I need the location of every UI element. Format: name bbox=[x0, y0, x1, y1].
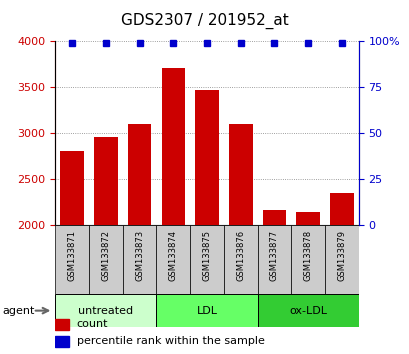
Text: GSM133878: GSM133878 bbox=[303, 230, 312, 281]
Bar bbox=[55, 225, 89, 294]
Bar bbox=[190, 225, 223, 294]
Bar bbox=[55, 336, 69, 347]
Bar bbox=[89, 225, 122, 294]
Text: GSM133872: GSM133872 bbox=[101, 230, 110, 281]
Bar bbox=[223, 225, 257, 294]
Bar bbox=[296, 212, 319, 225]
Bar bbox=[329, 193, 353, 225]
Text: agent: agent bbox=[2, 306, 34, 316]
Bar bbox=[128, 125, 151, 225]
Text: percentile rank within the sample: percentile rank within the sample bbox=[76, 336, 264, 346]
Text: GSM133879: GSM133879 bbox=[337, 230, 346, 281]
Bar bbox=[324, 225, 358, 294]
Text: GSM133877: GSM133877 bbox=[269, 230, 278, 281]
Text: GSM133873: GSM133873 bbox=[135, 230, 144, 281]
Text: GSM133874: GSM133874 bbox=[169, 230, 178, 281]
Text: untreated: untreated bbox=[78, 306, 133, 316]
Bar bbox=[195, 90, 218, 225]
Bar bbox=[262, 210, 285, 225]
Text: GSM133875: GSM133875 bbox=[202, 230, 211, 281]
Bar bbox=[60, 151, 84, 225]
Bar bbox=[55, 319, 69, 330]
Text: ox-LDL: ox-LDL bbox=[288, 306, 326, 316]
Bar bbox=[156, 225, 190, 294]
Text: count: count bbox=[76, 319, 108, 329]
Text: GSM133871: GSM133871 bbox=[67, 230, 76, 281]
Bar bbox=[257, 294, 358, 327]
Text: GSM133876: GSM133876 bbox=[236, 230, 245, 281]
Bar bbox=[122, 225, 156, 294]
Text: LDL: LDL bbox=[196, 306, 217, 316]
Bar bbox=[291, 225, 324, 294]
Bar bbox=[156, 294, 257, 327]
Bar bbox=[257, 225, 291, 294]
Bar bbox=[161, 68, 185, 225]
Text: GDS2307 / 201952_at: GDS2307 / 201952_at bbox=[121, 12, 288, 29]
Bar bbox=[55, 294, 156, 327]
Bar bbox=[228, 124, 252, 225]
Bar bbox=[94, 137, 117, 225]
